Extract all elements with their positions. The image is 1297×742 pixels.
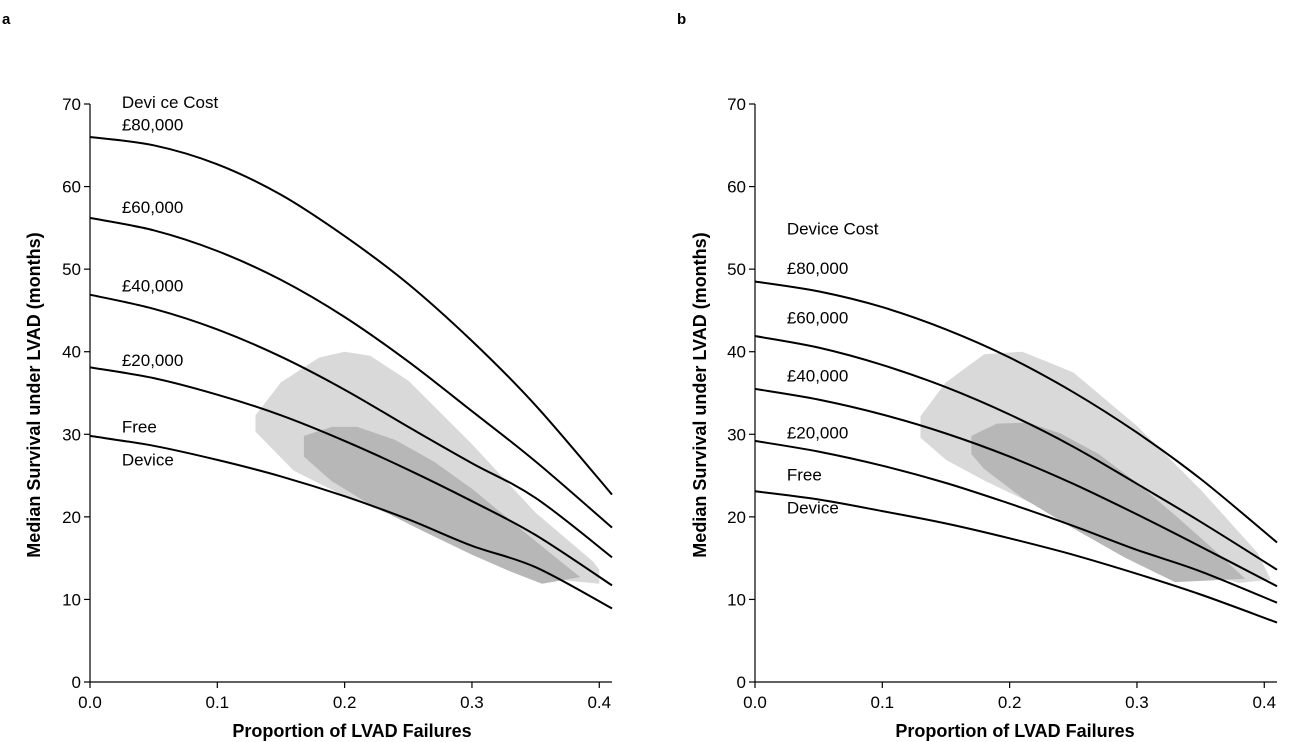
panel-a-x-tick-label: 0.0 bbox=[78, 693, 102, 712]
panel-b-x-tick-label: 0.3 bbox=[1125, 693, 1149, 712]
panel-b-y-tick-label: 30 bbox=[727, 425, 746, 444]
panel-a-series-line-4 bbox=[89, 366, 613, 587]
panel-a-regions bbox=[255, 351, 600, 584]
panel-b-region-dark bbox=[971, 422, 1246, 583]
panel-a-x-tick-label: 0.3 bbox=[460, 693, 484, 712]
panel-b-y-tick-label: 50 bbox=[727, 260, 746, 279]
panel-b-letter: b bbox=[677, 11, 686, 28]
panel-b-chart: b Proportion of LVAD Failures Median Sur… bbox=[677, 11, 1278, 741]
panel-a-y-tick-label: 0 bbox=[72, 673, 81, 692]
panel-a-y-tick-label: 20 bbox=[62, 508, 81, 527]
panel-b-y-tick-label: 70 bbox=[727, 95, 746, 114]
panel-b-series bbox=[754, 280, 1278, 624]
panel-b-y-axis-title: Median Survival under LVAD (months) bbox=[690, 232, 710, 557]
panel-b-series-label: £80,000 bbox=[787, 259, 848, 278]
panel-b-series-label: Free bbox=[787, 466, 822, 485]
panel-a-y-tick-label: 50 bbox=[62, 260, 81, 279]
panel-b-series-line-5 bbox=[754, 490, 1278, 624]
panel-a-y-tick-label: 70 bbox=[62, 95, 81, 114]
panel-b-x-tick-label: 0.2 bbox=[998, 693, 1022, 712]
panel-b-series-line-2 bbox=[754, 335, 1278, 571]
panel-a-series-label: £60,000 bbox=[122, 198, 183, 217]
panel-b-y-tick-label: 40 bbox=[727, 343, 746, 362]
panel-b-series-label: £20,000 bbox=[787, 423, 848, 442]
panel-a-device-cost-header: Devi ce Cost bbox=[122, 93, 219, 112]
panel-b-series-label: £60,000 bbox=[787, 309, 848, 328]
panel-a-axes: 0 10 20 30 40 50 60 70 0.0 0.1 0.2 0.3 0.4 bbox=[62, 95, 612, 712]
panel-b-x-tick-label: 0.0 bbox=[743, 693, 767, 712]
panel-a-y-tick-label: 40 bbox=[62, 343, 81, 362]
panel-b-series-label: Device bbox=[787, 499, 839, 518]
panel-a-series-label: £40,000 bbox=[122, 276, 183, 295]
panel-a-y-tick-label: 60 bbox=[62, 178, 81, 197]
panel-a-series-label: Device bbox=[122, 451, 174, 470]
panel-a-series-label: £80,000 bbox=[122, 115, 183, 134]
panel-b-y-tick-label: 20 bbox=[727, 508, 746, 527]
panel-a-x-tick-label: 0.1 bbox=[205, 693, 229, 712]
panel-a-y-axis-title: Median Survival under LVAD (months) bbox=[24, 232, 44, 557]
panel-b-y-tick-label: 10 bbox=[727, 590, 746, 609]
panel-a-series-label: Free bbox=[122, 418, 157, 437]
panel-b-y-tick-label: 0 bbox=[737, 673, 746, 692]
panel-a-x-axis-title: Proportion of LVAD Failures bbox=[232, 721, 471, 741]
panel-a-series-line-5 bbox=[89, 434, 613, 610]
panel-b-device-cost-header: Device Cost bbox=[787, 219, 879, 238]
panel-b-series-line-4 bbox=[754, 439, 1278, 604]
panel-a-x-tick-label: 0.2 bbox=[333, 693, 357, 712]
panel-b-series-line-3 bbox=[754, 387, 1278, 588]
panel-a-annotations: Devi ce Cost £80,000 £60,000 £40,000 £20,000… bbox=[122, 93, 219, 470]
panel-a-x-tick-label: 0.4 bbox=[587, 693, 611, 712]
panel-b-axes: 0 10 20 30 40 50 60 70 0.0 0.1 0.2 0.3 0.4 bbox=[727, 95, 1277, 712]
panel-a-series-label: £20,000 bbox=[122, 351, 183, 370]
panel-b-series-line-1 bbox=[754, 280, 1278, 544]
panel-b-x-axis-title: Proportion of LVAD Failures bbox=[895, 721, 1134, 741]
panel-a-y-tick-label: 30 bbox=[62, 425, 81, 444]
panel-a-y-tick-label: 10 bbox=[62, 590, 81, 609]
panel-a-letter: a bbox=[2, 11, 11, 28]
panel-b-annotations: Device Cost £80,000 £60,000 £40,000 £20,000 F… bbox=[787, 219, 879, 517]
panel-a-chart: a Proportion of LVAD Failures Median Sur… bbox=[2, 11, 613, 741]
panel-b-series-label: £40,000 bbox=[787, 366, 848, 385]
panel-b-y-tick-label: 60 bbox=[727, 178, 746, 197]
panel-a-region-dark bbox=[303, 426, 581, 584]
panel-a-series bbox=[89, 136, 613, 610]
panel-a-series-line-2 bbox=[89, 216, 613, 529]
panel-b-x-tick-label: 0.1 bbox=[870, 693, 894, 712]
panel-a-series-line-3 bbox=[89, 293, 613, 559]
panel-a-series-line-1 bbox=[89, 136, 613, 496]
panel-b-x-tick-label: 0.4 bbox=[1252, 693, 1276, 712]
panel-b-regions bbox=[920, 351, 1271, 583]
